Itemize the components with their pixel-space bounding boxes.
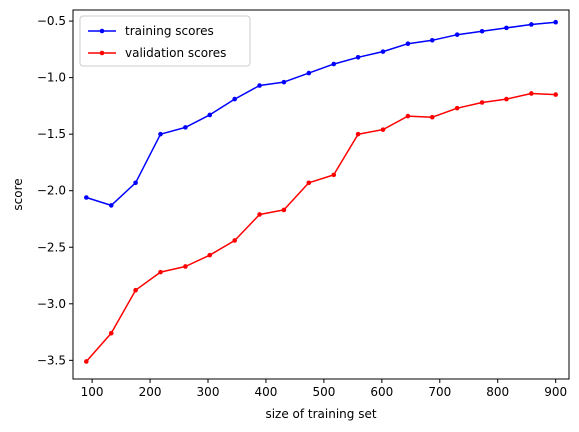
y-tick-label: −3.0 xyxy=(37,297,66,311)
series-layer xyxy=(84,19,558,364)
training-scores-point xyxy=(380,49,386,54)
validation-scores-point xyxy=(429,114,435,120)
training-scores-point xyxy=(405,41,411,46)
x-tick-label: 700 xyxy=(428,385,451,399)
validation-scores-point xyxy=(331,172,337,178)
validation-scores-point xyxy=(207,252,213,258)
validation-scores-line xyxy=(85,92,556,362)
legend: training scores validation scores xyxy=(79,15,251,67)
training-scores-legend-label: training scores xyxy=(125,24,214,38)
x-tick-label: 400 xyxy=(255,385,278,399)
x-tick-label: 600 xyxy=(370,385,393,399)
training-scores-point xyxy=(553,19,558,25)
validation-scores-point xyxy=(281,207,287,213)
y-tick-label: −0.5 xyxy=(37,14,66,28)
training-scores-point xyxy=(183,125,188,130)
y-tick-label: −2.0 xyxy=(37,184,66,198)
validation-scores-point xyxy=(504,96,509,102)
validation-scores-point xyxy=(355,131,361,137)
x-tick-label: 100 xyxy=(81,385,104,399)
training-scores-point xyxy=(479,28,485,34)
y-tick-label: −3.5 xyxy=(37,353,66,367)
x-axis-label: size of training set xyxy=(265,407,376,421)
training-scores-point xyxy=(331,61,337,67)
validation-scores-point xyxy=(232,238,237,243)
validation-scores-point xyxy=(84,359,89,364)
training-scores-point xyxy=(429,38,435,43)
training-scores-point xyxy=(207,112,213,118)
x-tick-label: 800 xyxy=(486,385,509,399)
training-scores-point xyxy=(108,203,114,208)
validation-scores-point xyxy=(183,264,188,269)
training-scores-point xyxy=(504,25,509,31)
training-scores-point xyxy=(133,180,138,186)
x-tick-label: 900 xyxy=(544,385,567,399)
training-scores-point xyxy=(306,70,312,76)
validation-scores-point xyxy=(553,92,558,97)
validation-scores-point xyxy=(108,330,114,336)
y-tick-label: −2.5 xyxy=(37,240,66,254)
validation-scores-legend-marker xyxy=(99,50,105,56)
legend-box xyxy=(79,15,251,67)
training-scores-point xyxy=(232,96,237,102)
y-axis-label: score xyxy=(11,178,25,210)
plot-frame xyxy=(72,9,570,380)
validation-scores-point xyxy=(158,269,163,275)
x-tick-label: 200 xyxy=(139,385,162,399)
validation-scores-point xyxy=(454,105,460,111)
x-tick-label: 300 xyxy=(197,385,220,399)
y-tick-label: −1.0 xyxy=(37,71,66,85)
validation-scores-point xyxy=(257,212,262,217)
training-scores-point xyxy=(355,54,361,60)
validation-scores-point xyxy=(405,113,411,119)
validation-scores-point xyxy=(529,91,534,96)
x-tick-label: 500 xyxy=(312,385,335,399)
training-scores-point xyxy=(529,22,534,27)
training-scores-point xyxy=(454,32,460,37)
y-tick-label: −1.5 xyxy=(37,127,66,141)
ticks-layer: 100 200 300 400 500 600 700 800 900 −3.5 −3.0 −2.5 −… xyxy=(37,14,567,399)
training-scores-point xyxy=(281,79,287,85)
training-scores-point xyxy=(158,131,163,137)
training-scores-legend-marker xyxy=(99,28,105,34)
training-scores-point xyxy=(257,83,262,88)
training-scores-point xyxy=(84,195,89,200)
validation-scores-point xyxy=(306,180,312,186)
validation-scores-point xyxy=(479,100,485,105)
validation-scores-legend-label: validation scores xyxy=(125,46,226,60)
training-scores-line xyxy=(86,21,556,207)
validation-scores-point xyxy=(380,127,386,132)
validation-scores-point xyxy=(133,287,138,293)
